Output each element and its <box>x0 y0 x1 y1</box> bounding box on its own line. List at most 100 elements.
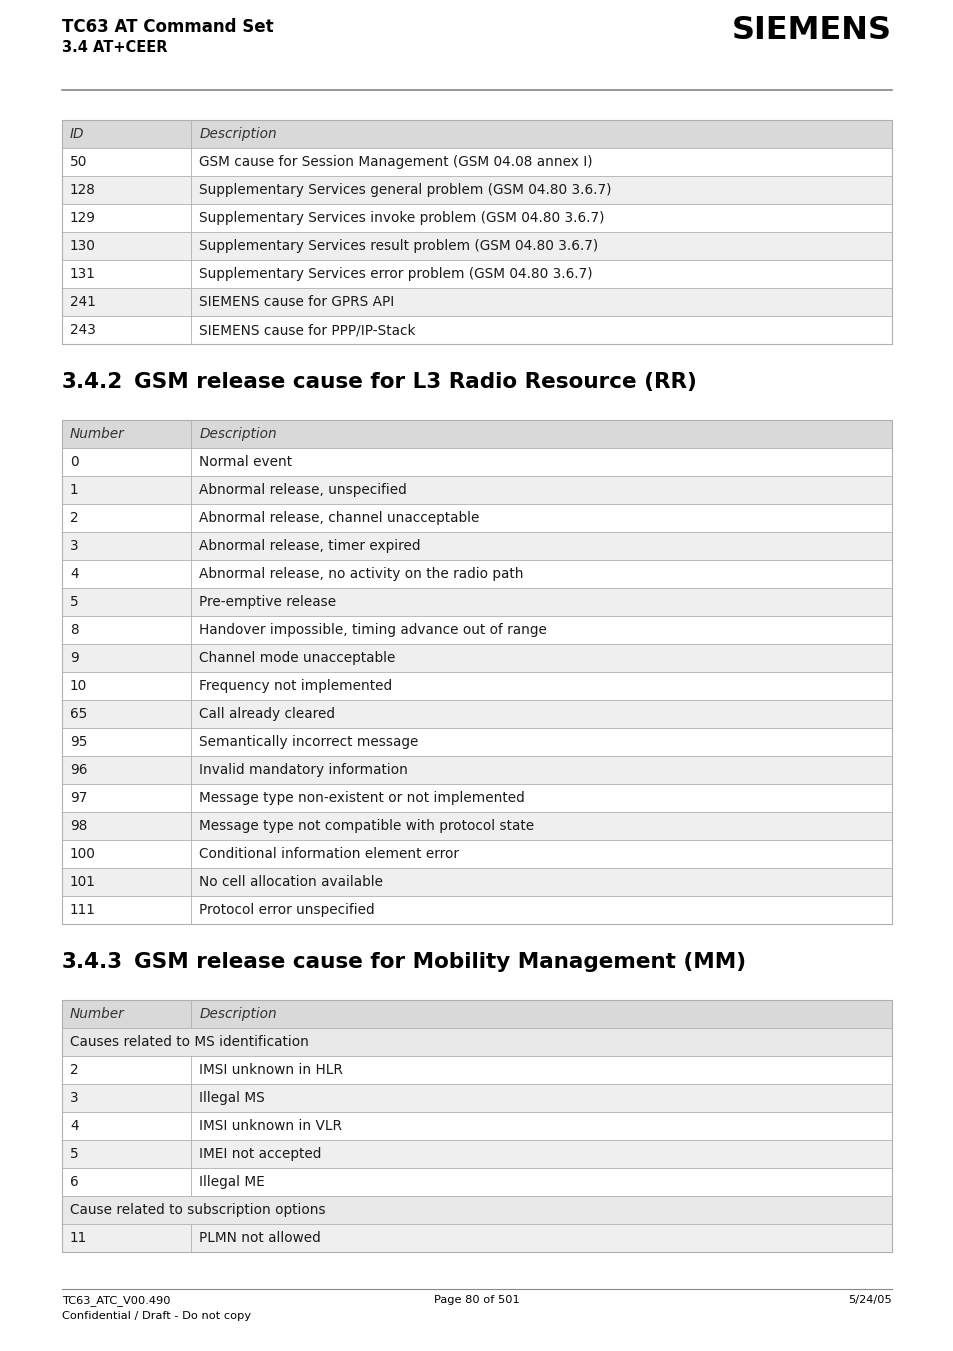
Text: PLMN not allowed: PLMN not allowed <box>199 1231 321 1246</box>
Text: 3.4.2: 3.4.2 <box>62 372 123 392</box>
Bar <box>62 1196 891 1224</box>
Text: 4: 4 <box>70 567 78 581</box>
Text: 3.4.3: 3.4.3 <box>62 952 123 971</box>
Text: Conditional information element error: Conditional information element error <box>199 847 459 861</box>
Text: IMSI unknown in HLR: IMSI unknown in HLR <box>199 1063 343 1077</box>
Bar <box>62 867 891 896</box>
Text: Pre-emptive release: Pre-emptive release <box>199 594 336 609</box>
Text: 3: 3 <box>70 1092 78 1105</box>
Bar <box>62 1000 891 1028</box>
Bar <box>62 149 891 176</box>
Text: Channel mode unacceptable: Channel mode unacceptable <box>199 651 395 665</box>
Bar <box>62 476 891 504</box>
Text: 5/24/05: 5/24/05 <box>847 1296 891 1305</box>
Text: Invalid mandatory information: Invalid mandatory information <box>199 763 408 777</box>
Text: 0: 0 <box>70 455 78 469</box>
Text: Normal event: Normal event <box>199 455 293 469</box>
Text: 6: 6 <box>70 1175 78 1189</box>
Bar <box>62 1169 891 1196</box>
Bar <box>62 120 891 345</box>
Text: Message type non-existent or not implemented: Message type non-existent or not impleme… <box>199 790 525 805</box>
Text: 2: 2 <box>70 1063 78 1077</box>
Text: 96: 96 <box>70 763 88 777</box>
Text: Description: Description <box>199 1006 276 1021</box>
Bar <box>62 176 891 204</box>
Text: 8: 8 <box>70 623 78 638</box>
Bar <box>62 757 891 784</box>
Text: 95: 95 <box>70 735 88 748</box>
Text: 1: 1 <box>70 484 78 497</box>
Text: Abnormal release, timer expired: Abnormal release, timer expired <box>199 539 420 553</box>
Bar <box>62 1056 891 1084</box>
Text: IMEI not accepted: IMEI not accepted <box>199 1147 321 1161</box>
Text: 50: 50 <box>70 155 88 169</box>
Text: 10: 10 <box>70 680 87 693</box>
Text: GSM cause for Session Management (GSM 04.08 annex I): GSM cause for Session Management (GSM 04… <box>199 155 593 169</box>
Text: Semantically incorrect message: Semantically incorrect message <box>199 735 418 748</box>
Bar <box>62 728 891 757</box>
Text: 2: 2 <box>70 511 78 526</box>
Text: Description: Description <box>199 127 276 141</box>
Text: Cause related to subscription options: Cause related to subscription options <box>70 1202 325 1217</box>
Bar <box>62 700 891 728</box>
Text: 5: 5 <box>70 594 79 609</box>
Text: SIEMENS: SIEMENS <box>731 15 891 46</box>
Bar <box>62 1140 891 1169</box>
Text: Abnormal release, unspecified: Abnormal release, unspecified <box>199 484 407 497</box>
Text: GSM release cause for L3 Radio Resource (RR): GSM release cause for L3 Radio Resource … <box>133 372 696 392</box>
Text: Supplementary Services general problem (GSM 04.80 3.6.7): Supplementary Services general problem (… <box>199 182 611 197</box>
Text: Abnormal release, channel unacceptable: Abnormal release, channel unacceptable <box>199 511 479 526</box>
Text: 129: 129 <box>70 211 96 226</box>
Bar <box>62 812 891 840</box>
Bar <box>62 1000 891 1252</box>
Bar <box>62 561 891 588</box>
Text: 128: 128 <box>70 182 95 197</box>
Bar <box>62 204 891 232</box>
Text: 111: 111 <box>70 902 95 917</box>
Text: 9: 9 <box>70 651 79 665</box>
Text: IMSI unknown in VLR: IMSI unknown in VLR <box>199 1119 342 1133</box>
Text: Frequency not implemented: Frequency not implemented <box>199 680 393 693</box>
Text: GSM release cause for Mobility Management (MM): GSM release cause for Mobility Managemen… <box>133 952 745 971</box>
Text: Supplementary Services invoke problem (GSM 04.80 3.6.7): Supplementary Services invoke problem (G… <box>199 211 604 226</box>
Bar <box>62 644 891 671</box>
Text: 98: 98 <box>70 819 88 834</box>
Bar <box>62 896 891 924</box>
Bar <box>62 288 891 316</box>
Bar <box>62 1112 891 1140</box>
Text: TC63_ATC_V00.490: TC63_ATC_V00.490 <box>62 1296 171 1306</box>
Text: No cell allocation available: No cell allocation available <box>199 875 383 889</box>
Text: 3: 3 <box>70 539 78 553</box>
Bar <box>62 1084 891 1112</box>
Bar <box>62 840 891 867</box>
Text: Page 80 of 501: Page 80 of 501 <box>434 1296 519 1305</box>
Text: Causes related to MS identification: Causes related to MS identification <box>70 1035 309 1048</box>
Text: 130: 130 <box>70 239 95 253</box>
Bar <box>62 449 891 476</box>
Text: 11: 11 <box>70 1231 87 1246</box>
Text: Protocol error unspecified: Protocol error unspecified <box>199 902 375 917</box>
Bar <box>62 1028 891 1056</box>
Text: 243: 243 <box>70 323 95 336</box>
Bar <box>62 420 891 924</box>
Bar <box>62 232 891 259</box>
Bar <box>62 420 891 449</box>
Text: 3.4 AT+CEER: 3.4 AT+CEER <box>62 41 168 55</box>
Text: ID: ID <box>70 127 85 141</box>
Text: Abnormal release, no activity on the radio path: Abnormal release, no activity on the rad… <box>199 567 523 581</box>
Bar <box>62 504 891 532</box>
Bar <box>62 259 891 288</box>
Text: TC63 AT Command Set: TC63 AT Command Set <box>62 18 274 36</box>
Text: Handover impossible, timing advance out of range: Handover impossible, timing advance out … <box>199 623 547 638</box>
Bar <box>62 120 891 149</box>
Text: SIEMENS cause for GPRS API: SIEMENS cause for GPRS API <box>199 295 395 309</box>
Text: 5: 5 <box>70 1147 79 1161</box>
Text: Number: Number <box>70 427 125 440</box>
Text: Illegal MS: Illegal MS <box>199 1092 265 1105</box>
Bar <box>62 588 891 616</box>
Text: 100: 100 <box>70 847 95 861</box>
Text: 241: 241 <box>70 295 95 309</box>
Text: Call already cleared: Call already cleared <box>199 707 335 721</box>
Bar <box>62 532 891 561</box>
Text: Description: Description <box>199 427 276 440</box>
